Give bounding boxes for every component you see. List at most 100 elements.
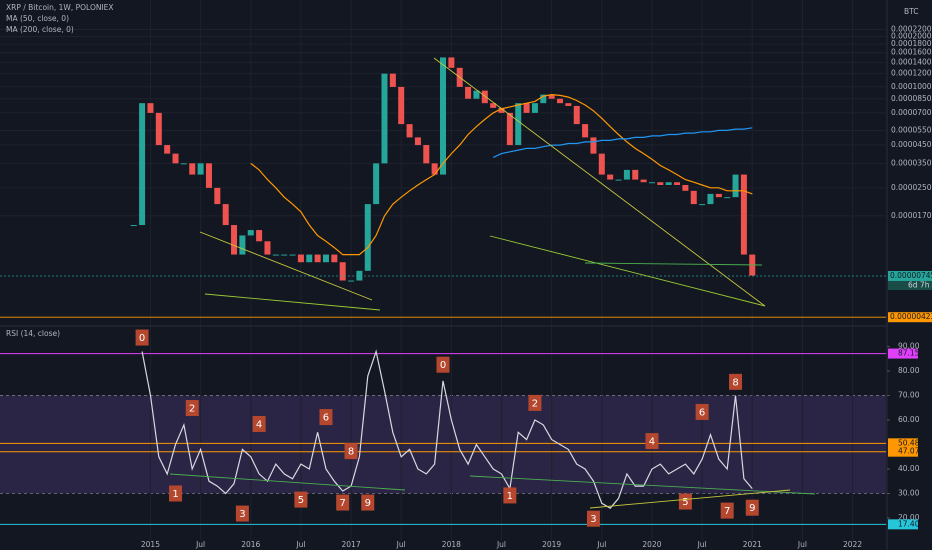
candle (322, 254, 329, 263)
candle (506, 112, 513, 146)
y-tick-label: 0.00003500 (891, 158, 932, 167)
candle (164, 145, 171, 154)
candle (515, 103, 522, 146)
annotation-label: 9 (365, 498, 371, 509)
annotation-box (252, 415, 266, 432)
candle (314, 254, 321, 263)
candle (189, 163, 196, 175)
candle (431, 163, 438, 175)
candle (306, 254, 313, 263)
candle (214, 187, 221, 205)
candle (222, 204, 229, 226)
candle (573, 105, 580, 125)
unit-label: BTC (904, 7, 919, 16)
rsi-band (0, 395, 886, 494)
trend-line (584, 262, 763, 266)
candle (481, 90, 488, 104)
candle (247, 230, 254, 236)
annotation-label: 4 (649, 437, 655, 448)
y-tick-label: 90.00 (898, 342, 920, 351)
annotation-label: 0 (440, 360, 446, 371)
candle (607, 174, 614, 180)
y-tick-label: 0.00005500 (891, 125, 932, 134)
level-label-box (888, 438, 918, 449)
level-label: 47.07 (898, 447, 920, 456)
candle (531, 103, 538, 113)
annotation-box (319, 409, 333, 426)
legend-entry: MA (50, close, 0) (6, 14, 69, 23)
chart-title: XRP / Bitcoin, 1W, POLONIEX (6, 3, 114, 12)
candle (239, 235, 246, 255)
annotation-box (436, 356, 450, 373)
x-tick-label: 2022 (843, 540, 862, 549)
candle (297, 254, 304, 263)
y-tick-label: 0.00022000 (891, 25, 932, 34)
annotation-label: 3 (239, 509, 245, 520)
annotation-label: 0 (139, 333, 145, 344)
candle (180, 163, 187, 165)
annotation-label: 4 (256, 419, 262, 430)
y-tick-label: 30.00 (898, 488, 920, 497)
annotation-label: 8 (732, 377, 738, 388)
candle (498, 107, 505, 113)
annotation-label: 2 (189, 404, 195, 415)
x-tick-label: 2015 (141, 540, 160, 549)
candle (172, 153, 179, 164)
candle (490, 103, 497, 108)
line-series (141, 349, 753, 509)
y-tick-label: 80.00 (898, 366, 920, 375)
candle (147, 103, 154, 113)
annotation-label: 7 (724, 506, 730, 517)
annotation-box (169, 485, 183, 502)
trend-lines (169, 57, 816, 509)
candle (565, 103, 572, 106)
candle (356, 270, 363, 281)
candle (364, 204, 371, 271)
annotation-box (344, 443, 358, 460)
annotation-box (586, 510, 600, 527)
trend-line (199, 231, 373, 301)
candle (699, 204, 706, 206)
level-label: 50.48 (898, 438, 920, 447)
y-tick-label: 0.00012000 (891, 69, 932, 78)
line-series (492, 127, 753, 158)
price-sublabel-box (888, 280, 932, 290)
candle (197, 163, 204, 175)
candle (465, 86, 472, 99)
x-tick-label: 2019 (542, 540, 561, 549)
annotation-box (720, 502, 734, 519)
annotation-label: 6 (699, 407, 705, 418)
candle (682, 184, 689, 191)
annotation-label: 6 (323, 413, 329, 424)
annotation-box (528, 394, 542, 411)
candle (373, 163, 380, 205)
legend-entry: MA (200, close, 0) (6, 25, 74, 34)
y-tick-label: 0.00008500 (891, 94, 932, 103)
candle (272, 254, 279, 256)
y-tick-label: 0.00010000 (891, 82, 932, 91)
annotation-box (745, 499, 759, 516)
annotation-box (503, 487, 517, 504)
candle (264, 241, 271, 255)
level-label-box (888, 519, 918, 530)
candle (582, 124, 589, 138)
candle (707, 193, 714, 205)
annotation-label: 2 (532, 398, 538, 409)
x-tick-label: Jul (295, 540, 305, 549)
level-label-box (888, 446, 918, 457)
annotation-label: 9 (749, 503, 755, 514)
annotation-box (729, 373, 743, 390)
x-tick-label: 2021 (743, 540, 762, 549)
candle (590, 137, 597, 154)
y-tick-label: 0.00001700 (891, 211, 932, 220)
candle (440, 57, 446, 175)
candle (557, 98, 564, 104)
level-label: 87.15 (898, 349, 920, 358)
y-tick-label: 40.00 (898, 464, 920, 473)
x-tick-label: 2017 (342, 540, 361, 549)
candle (657, 182, 664, 185)
candle (281, 254, 288, 256)
candle (139, 103, 146, 226)
annotation-box (235, 505, 249, 522)
candle (256, 230, 263, 242)
